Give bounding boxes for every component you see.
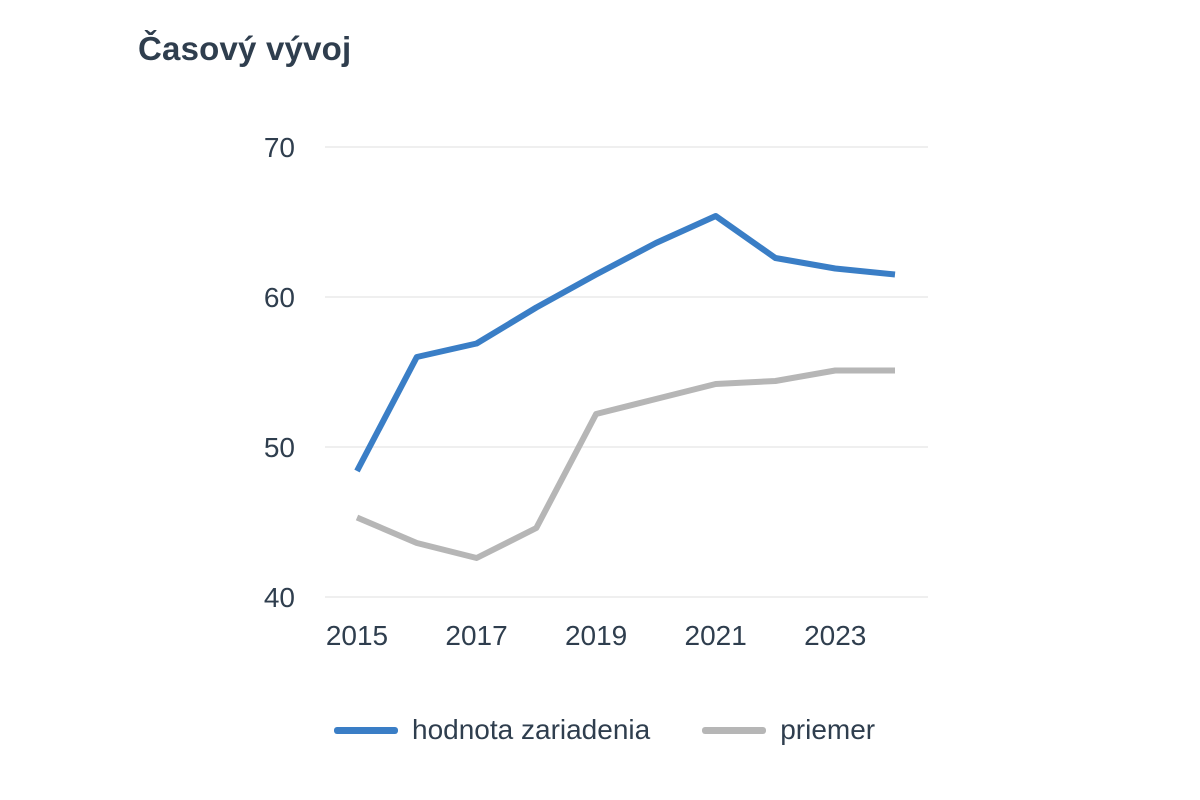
series-line-priemer bbox=[355, 367, 895, 561]
legend-swatch-priemer bbox=[702, 726, 767, 734]
y-tick-label-50: 50 bbox=[264, 432, 295, 463]
legend-label-priemer: priemer bbox=[780, 714, 876, 745]
legend-item-hodnota-zariadenia[interactable]: hodnota zariadenia bbox=[334, 714, 650, 746]
y-axis-ticks: 40 50 60 70 bbox=[264, 132, 295, 613]
y-tick-label-40: 40 bbox=[264, 582, 295, 613]
legend-swatch-hodnota-zariadenia bbox=[334, 726, 398, 734]
legend-item-priemer[interactable]: priemer bbox=[702, 714, 875, 746]
x-tick-label-2019: 2019 bbox=[565, 620, 627, 651]
y-tick-label-60: 60 bbox=[264, 282, 295, 313]
series-line-hodnota-zariadenia bbox=[354, 213, 896, 473]
x-axis-ticks: 2015 2017 2019 2021 2023 bbox=[326, 620, 867, 651]
x-tick-label-2021: 2021 bbox=[685, 620, 747, 651]
legend-label-hodnota-zariadenia: hodnota zariadenia bbox=[412, 714, 651, 745]
x-tick-label-2015: 2015 bbox=[326, 620, 388, 651]
x-tick-label-2023: 2023 bbox=[804, 620, 866, 651]
grid-lines bbox=[325, 146, 928, 598]
series-lines bbox=[354, 213, 896, 561]
y-tick-label-70: 70 bbox=[264, 132, 295, 163]
chart-title: Časový vývoj bbox=[138, 30, 352, 67]
legend: hodnota zariadenia priemer bbox=[334, 714, 875, 746]
x-tick-label-2017: 2017 bbox=[445, 620, 507, 651]
